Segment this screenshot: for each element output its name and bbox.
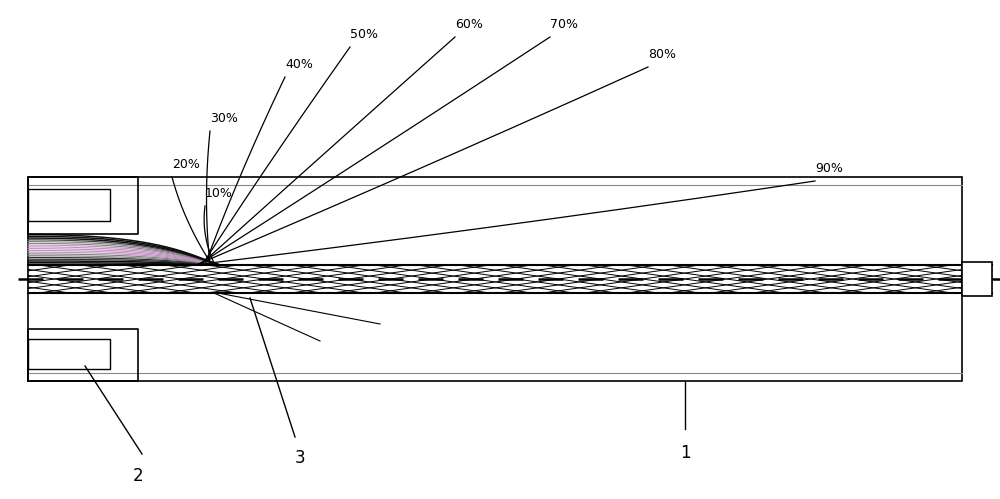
Text: 60%: 60%: [455, 18, 483, 31]
Bar: [28, 177, 962, 381]
Text: 1: 1: [680, 444, 690, 462]
Text: 50%: 50%: [350, 28, 378, 41]
Text: 70%: 70%: [550, 18, 578, 31]
Text: 3: 3: [295, 449, 305, 467]
Text: 90%: 90%: [815, 162, 843, 175]
Text: 80%: 80%: [648, 48, 676, 61]
Text: 20%: 20%: [172, 158, 200, 171]
Text: 30%: 30%: [210, 112, 238, 125]
Bar: [962, 262, 992, 296]
Text: 2: 2: [133, 467, 143, 485]
Text: 40%: 40%: [285, 58, 313, 71]
Text: 10%: 10%: [205, 187, 233, 200]
